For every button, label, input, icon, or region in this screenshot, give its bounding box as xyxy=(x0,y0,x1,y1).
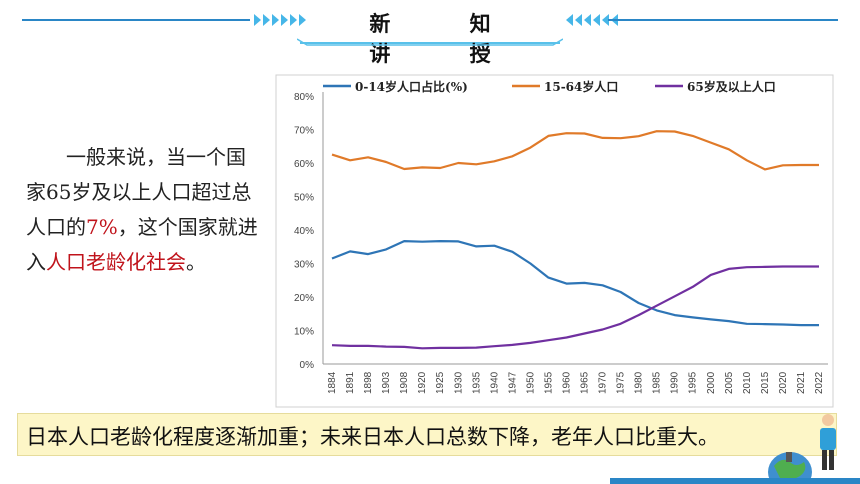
x-tick-label: 1908 xyxy=(399,371,410,394)
x-tick-label: 1903 xyxy=(381,371,392,394)
x-tick-label: 1965 xyxy=(580,371,591,394)
x-tick-label: 1884 xyxy=(327,371,338,394)
y-tick-label: 40% xyxy=(294,226,314,237)
x-tick-label: 1985 xyxy=(652,371,663,394)
x-tick-label: 1947 xyxy=(507,371,518,394)
header-chevrons-left xyxy=(254,14,306,26)
x-tick-label: 2021 xyxy=(796,371,807,394)
legend-label: 65岁及以上人口 xyxy=(687,79,776,94)
x-tick-label: 1898 xyxy=(363,371,374,394)
y-tick-label: 50% xyxy=(294,193,314,204)
x-tick-label: 1891 xyxy=(345,371,356,394)
summary-text: 日本人口老龄化程度逐渐加重；未来日本人口总数下降，老年人口比重大。 xyxy=(26,425,719,449)
paragraph-text-2: ，这个国家就进入 xyxy=(26,215,258,274)
population-chart: 0% 10% 20% 30% 40% 50% 60% 70% 80% 1884 1891 1898 19… xyxy=(275,74,835,409)
x-tick-label: 2010 xyxy=(742,371,753,394)
y-tick-label: 30% xyxy=(294,260,314,271)
y-tick-label: 10% xyxy=(294,327,314,338)
x-tick-label: 2000 xyxy=(706,371,717,394)
x-tick-label: 1980 xyxy=(634,371,645,394)
x-tick-label: 1975 xyxy=(616,371,627,394)
paragraph-text-1: 一般来说，当一个国家65岁及以上人口超过总人口的 xyxy=(26,145,252,239)
chart-frame xyxy=(275,74,834,408)
y-tick-label: 80% xyxy=(294,92,314,103)
legend-label: 15-64岁人口 xyxy=(544,79,618,94)
x-tick-label: 1940 xyxy=(489,371,500,394)
series-line xyxy=(331,240,819,327)
paragraph-text-3: 。 xyxy=(186,250,206,274)
x-tick-label: 1970 xyxy=(598,371,609,394)
x-tick-label: 1960 xyxy=(561,371,572,394)
series-line xyxy=(331,130,819,171)
y-tick-label: 70% xyxy=(294,126,314,137)
y-tick-label: 60% xyxy=(294,159,314,170)
header-rule-left xyxy=(22,19,250,21)
x-tick-label: 2015 xyxy=(760,371,771,394)
title-ornament xyxy=(297,38,563,46)
x-tick-label: 2020 xyxy=(778,371,789,394)
summary-banner: 日本人口老龄化程度逐渐加重；未来日本人口总数下降，老年人口比重大。 xyxy=(17,413,837,456)
x-tick-label: 1955 xyxy=(543,371,554,394)
x-tick-label: 1925 xyxy=(435,371,446,394)
x-tick-label: 1950 xyxy=(525,371,536,394)
globe-decoration-icon xyxy=(768,414,836,484)
paragraph-highlight-7pct: 7% xyxy=(86,215,118,239)
x-tick-label: 1930 xyxy=(453,371,464,394)
x-tick-label: 2022 xyxy=(814,371,825,394)
header-rule-right xyxy=(608,19,838,21)
x-tick-label: 1920 xyxy=(417,371,428,394)
x-tick-label: 1935 xyxy=(471,371,482,394)
x-tick-label: 1990 xyxy=(670,371,681,394)
legend-label: 0-14岁人口占比(%) xyxy=(355,79,468,94)
intro-paragraph: 一般来说，当一个国家65岁及以上人口超过总人口的7%，这个国家就进入人口老龄化社… xyxy=(26,140,258,280)
y-tick-label: 20% xyxy=(294,293,314,304)
x-tick-label: 2005 xyxy=(724,371,735,394)
paragraph-highlight-aging-society: 人口老龄化社会 xyxy=(46,250,186,274)
x-tick-label: 1995 xyxy=(688,371,699,394)
series-line xyxy=(331,265,819,350)
footer-rule xyxy=(610,478,860,484)
chart-svg: 0% 10% 20% 30% 40% 50% 60% 70% 80% 1884 1891 1898 19… xyxy=(275,74,834,408)
y-tick-label: 0% xyxy=(300,360,315,371)
